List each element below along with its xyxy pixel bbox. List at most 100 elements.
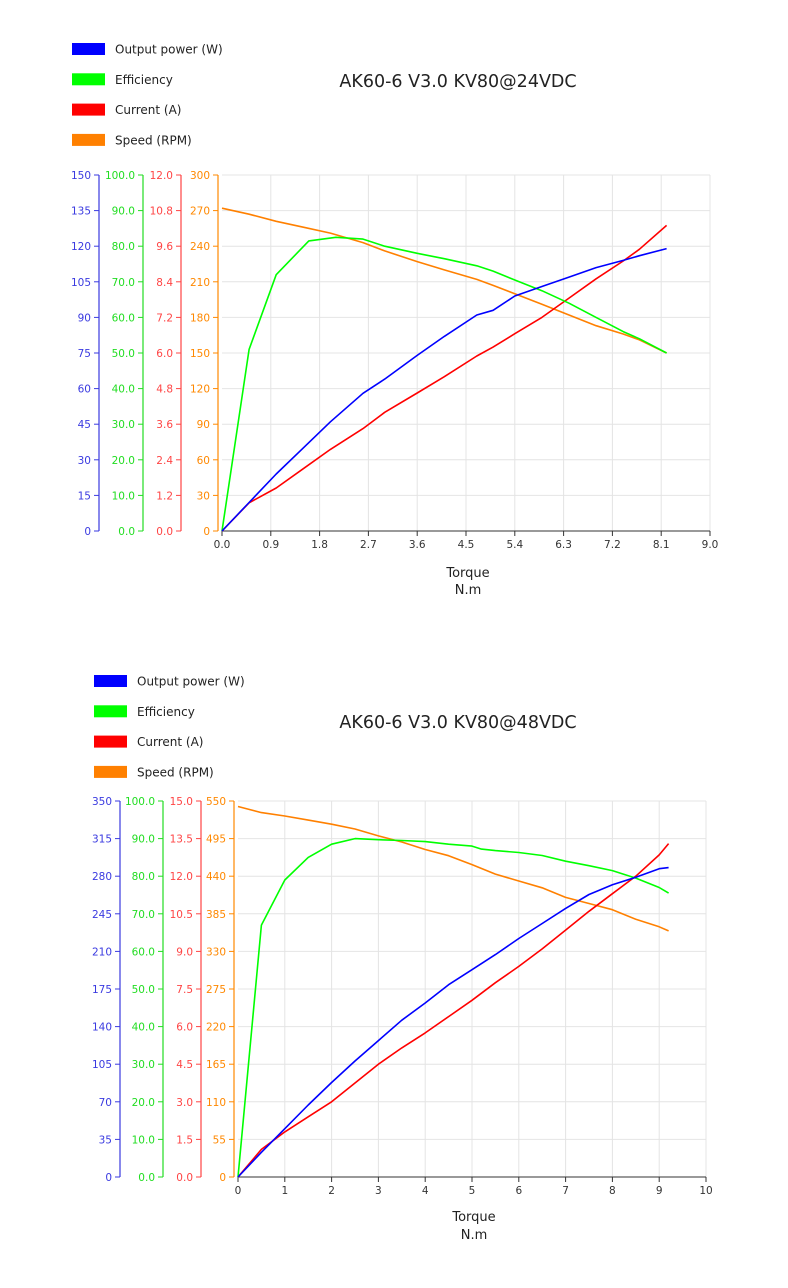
c2-y-tick-label-2: 0.0 xyxy=(138,1172,155,1184)
chart-48vdc-plot: Output power (W) Efficiency Current (A) Spe… xyxy=(92,675,713,1244)
c1-y-tick-label-1: 75 xyxy=(78,348,91,360)
c1-y-tick-label-2: 70.0 xyxy=(112,277,135,289)
c2-y-tick-label-4: 55 xyxy=(213,1134,226,1146)
c2-y-tick-label-3: 1.5 xyxy=(176,1134,193,1146)
c1-y-tick-label-4: 300 xyxy=(190,170,210,182)
c2-y-tick-label-4: 330 xyxy=(206,946,226,958)
c1-y-tick-label-2: 90.0 xyxy=(112,206,135,218)
c2-x-tick-label: 8 xyxy=(609,1185,616,1197)
c2-legend-swatch-4 xyxy=(94,765,127,778)
c1-y-tick-label-1: 15 xyxy=(78,490,91,502)
c2-y-tick-label-2: 40.0 xyxy=(132,1022,155,1034)
c1-y-tick-label-4: 30 xyxy=(197,490,210,502)
c2-y-tick-label-2: 90.0 xyxy=(132,834,155,846)
c1-y-tick-label-2: 100.0 xyxy=(105,170,135,182)
c2-y-tick-label-2: 50.0 xyxy=(132,984,155,996)
c1-x-tick-label: 9.0 xyxy=(702,539,719,551)
c2-y-tick-label-3: 13.5 xyxy=(170,834,193,846)
chart-48vdc: Output power (W) Efficiency Current (A) Spe… xyxy=(0,632,788,1284)
c1-x-tick-label: 4.5 xyxy=(458,539,475,551)
c2-x-tick-label: 9 xyxy=(656,1185,663,1197)
c2-y-tick-label-3: 0.0 xyxy=(176,1172,193,1184)
c2-y-tick-label-1: 175 xyxy=(92,984,112,996)
chart-24vdc-plot: Output power (W) Efficiency Current (A) Spe… xyxy=(71,43,719,599)
c2-series-line-2 xyxy=(237,837,670,1178)
c1-y-tick-label-4: 90 xyxy=(197,419,210,431)
c1-y-tick-label-2: 10.0 xyxy=(112,490,135,502)
c1-y-tick-label-3: 12.0 xyxy=(150,170,173,182)
c1-x-tick-label: 0.9 xyxy=(262,539,279,551)
c2-y-tick-label-1: 105 xyxy=(92,1059,112,1071)
c1-y-tick-label-1: 120 xyxy=(71,241,91,253)
c1-y-tick-label-2: 20.0 xyxy=(112,455,135,467)
c2-legend-label-2: Efficiency xyxy=(137,705,195,719)
c1-legend-label-2: Efficiency xyxy=(115,73,173,87)
c1-y-tick-label-4: 60 xyxy=(197,455,210,467)
c1-x-tick-label: 5.4 xyxy=(506,539,523,551)
c2-y-tick-label-4: 495 xyxy=(206,834,226,846)
c2-y-tick-label-1: 245 xyxy=(92,909,112,921)
c1-series-line-4 xyxy=(221,207,667,354)
c2-y-tick-label-3: 12.0 xyxy=(170,871,193,883)
c1-y-tick-label-1: 60 xyxy=(78,384,91,396)
c1-x-tick-label: 7.2 xyxy=(604,539,621,551)
c2-chart-title: AK60-6 V3.0 KV80@48VDC xyxy=(339,713,576,733)
c2-y-tick-label-3: 4.5 xyxy=(176,1059,193,1071)
c1-y-tick-label-4: 240 xyxy=(190,241,210,253)
c2-x-tick-label: 2 xyxy=(328,1185,335,1197)
c2-y-tick-label-2: 80.0 xyxy=(132,871,155,883)
c2-series-line-3 xyxy=(237,843,670,1178)
c2-legend-label-1: Output power (W) xyxy=(137,675,245,689)
c1-y-tick-label-4: 270 xyxy=(190,206,210,218)
c2-y-tick-label-3: 6.0 xyxy=(176,1022,193,1034)
c1-y-tick-label-4: 150 xyxy=(190,348,210,360)
c2-legend-label-4: Speed (RPM) xyxy=(137,765,214,779)
c2-y-tick-label-1: 70 xyxy=(99,1097,112,1109)
c1-y-tick-label-4: 180 xyxy=(190,312,210,324)
c1-legend-label-1: Output power (W) xyxy=(115,43,223,57)
c1-y-tick-label-3: 1.2 xyxy=(156,490,173,502)
c2-y-tick-label-4: 440 xyxy=(206,871,226,883)
c2-y-tick-label-2: 60.0 xyxy=(132,946,155,958)
c2-y-tick-label-3: 10.5 xyxy=(170,909,193,921)
c1-chart-title: AK60-6 V3.0 KV80@24VDC xyxy=(339,72,576,92)
c1-series-line-1 xyxy=(221,247,667,532)
c1-y-tick-label-2: 30.0 xyxy=(112,419,135,431)
c2-y-tick-label-4: 275 xyxy=(206,984,226,996)
c1-y-tick-label-1: 150 xyxy=(71,170,91,182)
chart-24vdc: Output power (W) Efficiency Current (A) Spe… xyxy=(0,0,788,632)
c2-y-tick-label-4: 0 xyxy=(219,1172,226,1184)
c2-y-tick-label-4: 110 xyxy=(206,1097,226,1109)
c2-y-tick-label-3: 15.0 xyxy=(170,796,193,808)
c1-legend-swatch-2 xyxy=(72,73,105,86)
c1-x-tick-label: 3.6 xyxy=(409,539,426,551)
c2-x-axis-unit: N.m xyxy=(461,1228,488,1243)
c1-y-tick-label-1: 105 xyxy=(71,277,91,289)
c2-y-tick-label-2: 20.0 xyxy=(132,1097,155,1109)
c1-legend-swatch-4 xyxy=(72,133,105,146)
c1-y-tick-label-3: 0.0 xyxy=(156,526,173,538)
c1-legend-swatch-3 xyxy=(72,103,105,116)
c2-x-axis-title: Torque xyxy=(451,1210,495,1225)
c2-y-tick-label-2: 30.0 xyxy=(132,1059,155,1071)
c1-y-tick-label-1: 90 xyxy=(78,312,91,324)
c2-y-tick-label-1: 350 xyxy=(92,796,112,808)
c1-y-tick-label-1: 0 xyxy=(84,526,91,538)
c1-y-tick-label-3: 8.4 xyxy=(156,277,173,289)
c1-y-tick-label-1: 30 xyxy=(78,455,91,467)
c2-y-tick-label-4: 220 xyxy=(206,1022,226,1034)
c1-y-tick-label-1: 45 xyxy=(78,419,91,431)
c2-x-tick-label: 7 xyxy=(562,1185,569,1197)
c1-x-tick-label: 1.8 xyxy=(311,539,328,551)
c1-y-tick-label-2: 80.0 xyxy=(112,241,135,253)
c2-y-tick-label-1: 0 xyxy=(105,1172,112,1184)
c1-y-tick-label-3: 2.4 xyxy=(156,455,173,467)
c1-y-tick-label-4: 120 xyxy=(190,384,210,396)
c1-y-tick-label-3: 6.0 xyxy=(156,348,173,360)
c1-y-tick-label-1: 135 xyxy=(71,206,91,218)
c2-x-tick-label: 3 xyxy=(375,1185,382,1197)
c2-y-tick-label-2: 70.0 xyxy=(132,909,155,921)
c2-legend-swatch-3 xyxy=(94,735,127,748)
c1-x-axis-unit: N.m xyxy=(455,583,482,598)
c1-y-tick-label-3: 3.6 xyxy=(156,419,173,431)
